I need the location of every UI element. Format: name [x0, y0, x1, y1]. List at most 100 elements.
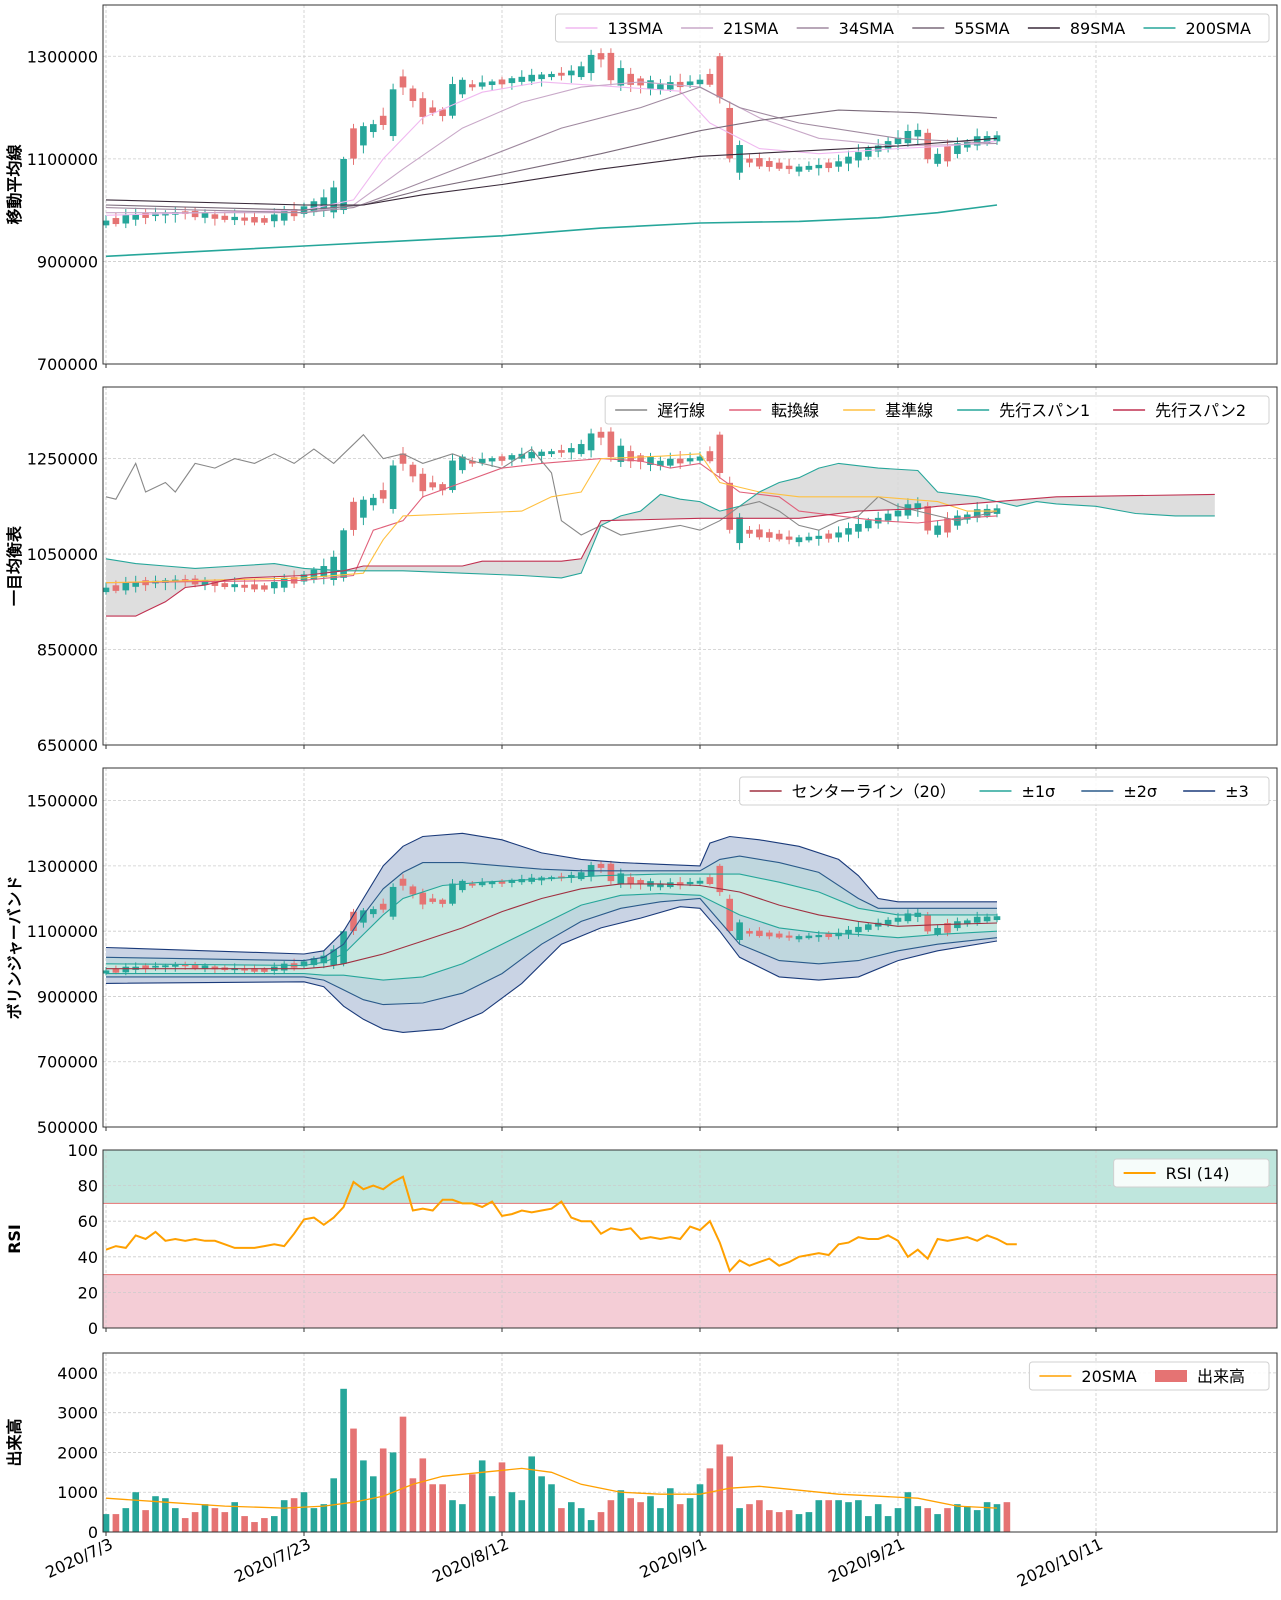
candle-body: [558, 876, 565, 879]
candle-body: [102, 220, 110, 226]
candle-body: [142, 212, 149, 218]
volume-bar: [944, 1508, 951, 1532]
candle-body: [221, 215, 229, 220]
candle-body: [379, 115, 387, 125]
candle-body: [766, 532, 773, 538]
candle-body: [389, 89, 397, 137]
candle-body: [924, 914, 931, 932]
panel-frame: [102, 386, 1278, 746]
candle-body: [657, 883, 664, 888]
candle-body: [577, 872, 585, 880]
y-tick-label: 900000: [37, 252, 98, 271]
legend-box: [604, 395, 1270, 425]
volume-bar: [587, 1520, 595, 1532]
candle-body: [756, 930, 763, 937]
legend-label: 20SMA: [1081, 1367, 1136, 1386]
candle-body: [686, 81, 694, 85]
volume-bar: [241, 1516, 248, 1532]
candle-body: [894, 917, 902, 922]
volume-bar: [736, 1508, 743, 1532]
candle-body: [577, 444, 585, 455]
series-line-89SMA: [105, 137, 998, 206]
volume-bar: [696, 1484, 704, 1532]
legend-label: 先行スパン2: [1155, 401, 1246, 420]
candle-body: [845, 929, 852, 935]
y-tick-label: 3000: [57, 1404, 98, 1423]
candle-body: [696, 880, 704, 884]
volume-bar: [657, 1508, 664, 1532]
candle-body: [280, 209, 288, 221]
candle-body: [508, 78, 516, 84]
volume-bar: [102, 1514, 110, 1532]
y-axis-label: ボリンジャーバンド: [5, 876, 24, 1020]
volume-bar: [597, 1512, 605, 1532]
volume-bar: [706, 1468, 714, 1532]
candle-body: [419, 892, 427, 905]
y-tick-label: 1000: [57, 1483, 98, 1502]
volume-bar: [855, 1500, 862, 1532]
candle-body: [429, 898, 436, 902]
x-tick-label: 2020/9/1: [637, 1534, 710, 1582]
x-tick-label: 2020/10/11: [1014, 1534, 1106, 1590]
candle-body: [825, 933, 832, 938]
volume-bar: [894, 1508, 902, 1532]
candle-body: [300, 961, 308, 967]
volume-bar: [201, 1504, 209, 1532]
candle-body: [884, 919, 892, 925]
candle-body: [518, 76, 526, 82]
legend-label: 21SMA: [723, 19, 778, 38]
volume-bar: [795, 1514, 803, 1532]
candle-body: [112, 585, 120, 591]
candle-body: [795, 537, 803, 543]
candle-body: [657, 84, 664, 90]
candle-body: [548, 451, 555, 455]
candle-body: [399, 76, 407, 88]
candle-body: [201, 965, 209, 969]
candle-body: [736, 922, 743, 940]
bb-band-1sigma: [106, 874, 997, 981]
candle-body: [528, 451, 535, 459]
candle-body: [736, 145, 743, 173]
candle-body: [558, 450, 565, 453]
series-line-upper2: [105, 855, 997, 962]
candle-body: [914, 129, 922, 137]
volume-bar: [439, 1484, 446, 1532]
y-tick-label: 1250000: [27, 450, 98, 469]
panel-frame: [102, 767, 1278, 1128]
y-tick-label: 1050000: [27, 545, 98, 564]
volume-bar: [805, 1512, 813, 1532]
candle-body: [924, 132, 931, 160]
candle-body: [330, 949, 337, 966]
candle-body: [370, 497, 377, 506]
candle-body: [835, 932, 842, 937]
y-tick-label: 0: [88, 1523, 98, 1542]
volume-bar: [488, 1496, 496, 1532]
candle-body: [498, 79, 506, 85]
volume-bar: [746, 1504, 753, 1532]
candle-body: [449, 883, 456, 904]
candle-body: [261, 968, 268, 972]
candle-body: [191, 964, 199, 969]
volume-bar: [1003, 1502, 1011, 1532]
legend-label: 先行スパン1: [999, 401, 1090, 420]
candle-body: [815, 535, 823, 539]
candle-body: [409, 88, 417, 101]
volume-bar: [261, 1518, 268, 1532]
legend-label: ±2σ: [1123, 782, 1157, 801]
candle-body: [746, 529, 753, 534]
volume-bar: [132, 1492, 139, 1532]
y-axis-label: RSI: [5, 1224, 24, 1254]
x-tick-label: 2020/9/21: [825, 1534, 907, 1586]
y-tick-label: 900000: [37, 987, 98, 1006]
candle-body: [627, 877, 634, 885]
y-tick-label: 850000: [37, 641, 98, 660]
volume-bar: [647, 1496, 654, 1532]
legend-swatch: [1155, 1370, 1187, 1382]
candle-body: [647, 457, 654, 465]
candle-body: [904, 130, 912, 144]
volume-bar: [399, 1416, 407, 1532]
candle-body: [597, 863, 605, 868]
volume-bar: [538, 1476, 545, 1532]
candle-body: [350, 128, 357, 159]
